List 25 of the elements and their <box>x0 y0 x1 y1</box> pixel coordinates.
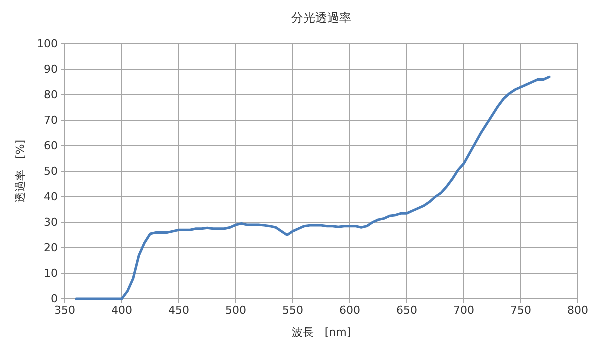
x-tick-label: 450 <box>168 304 190 317</box>
x-tick-label: 550 <box>282 304 304 317</box>
y-tick-label: 0 <box>51 292 58 306</box>
x-tick-label: 800 <box>568 304 588 317</box>
y-axis-title: 透過率 [%] <box>14 140 27 204</box>
x-tick-label: 650 <box>396 304 418 317</box>
line-series <box>75 76 551 300</box>
chart-title: 分光透過率 <box>292 11 352 25</box>
y-tick-label: 50 <box>44 165 58 178</box>
x-tick-label: 500 <box>226 304 246 317</box>
y-tick-label: 80 <box>44 88 58 102</box>
x-tick-label: 350 <box>54 304 76 317</box>
y-tick-label: 70 <box>44 114 58 128</box>
y-tick-label: 40 <box>44 190 58 204</box>
x-tick-label: 700 <box>454 304 474 317</box>
y-tick-label: 30 <box>44 216 58 230</box>
y-tick-label: 100 <box>37 38 58 51</box>
x-tick-label: 400 <box>112 304 132 317</box>
y-tick-label: 90 <box>44 63 58 76</box>
y-tick-label: 10 <box>44 267 58 280</box>
y-tick-label: 60 <box>44 140 58 153</box>
y-tick-label: 20 <box>44 242 58 255</box>
x-tick-label: 750 <box>510 304 532 317</box>
x-tick-label: 600 <box>340 304 360 317</box>
x-axis-title: 波長 [nm] <box>292 326 352 339</box>
